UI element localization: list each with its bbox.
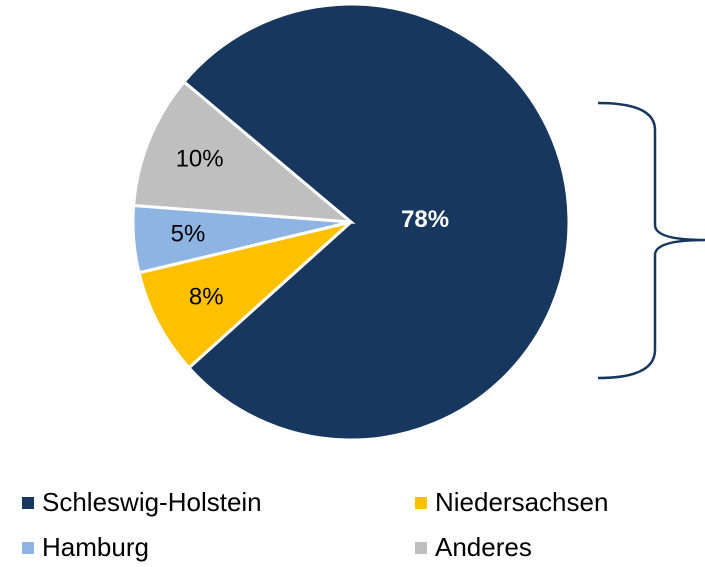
legend-label: Anderes <box>435 532 532 562</box>
legend-swatch <box>415 542 427 554</box>
pie: 78% 8% 5% 10% <box>131 2 571 442</box>
data-label: 78% <box>401 206 449 233</box>
legend-swatch <box>415 497 427 509</box>
data-label: 10% <box>176 146 224 173</box>
pie-slice <box>181 2 571 442</box>
pie-slice <box>132 79 356 224</box>
data-label: 8% <box>189 283 224 310</box>
legend: Schleswig-Holstein Niedersachsen Hamburg An… <box>22 487 608 562</box>
legend-label: Niedersachsen <box>435 487 608 517</box>
brace <box>597 101 705 380</box>
legend-swatch <box>22 497 34 509</box>
legend-label: Hamburg <box>42 532 149 562</box>
data-label: 5% <box>171 220 206 247</box>
pie-slice <box>137 220 353 370</box>
legend-swatch <box>22 542 34 554</box>
legend-label: Schleswig-Holstein <box>42 487 262 517</box>
